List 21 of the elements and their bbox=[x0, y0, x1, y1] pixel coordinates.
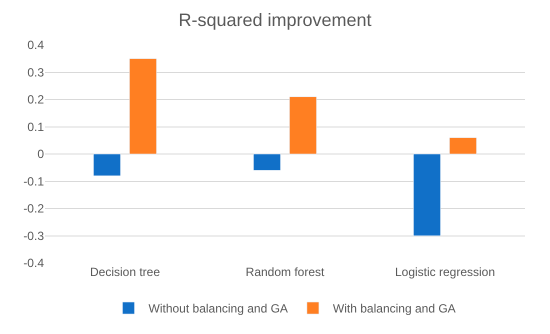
bar bbox=[413, 154, 441, 236]
x-tick-label: Random forest bbox=[246, 265, 326, 279]
y-tick-label: 0.4 bbox=[27, 38, 44, 52]
bar bbox=[129, 58, 157, 154]
legend-label: With balancing and GA bbox=[332, 302, 456, 316]
y-tick-label: 0.1 bbox=[27, 120, 44, 134]
x-tick-label: Logistic regression bbox=[394, 265, 496, 279]
bar bbox=[449, 137, 477, 154]
y-tick-label: -0.1 bbox=[23, 174, 44, 188]
y-tick-label: -0.2 bbox=[23, 202, 44, 216]
y-tick-label: -0.4 bbox=[23, 256, 44, 270]
y-tick-label: 0 bbox=[37, 147, 44, 162]
chart-title: R-squared improvement bbox=[178, 10, 372, 30]
bar bbox=[253, 154, 281, 171]
y-tick-label: 0.2 bbox=[27, 92, 44, 107]
y-tick-label: -0.3 bbox=[23, 228, 44, 243]
x-tick-label: Decision tree bbox=[90, 265, 160, 279]
bar bbox=[289, 96, 317, 154]
bar bbox=[93, 154, 121, 176]
legend-label: Without balancing and GA bbox=[148, 302, 288, 316]
y-tick-label: 0.3 bbox=[27, 65, 44, 80]
